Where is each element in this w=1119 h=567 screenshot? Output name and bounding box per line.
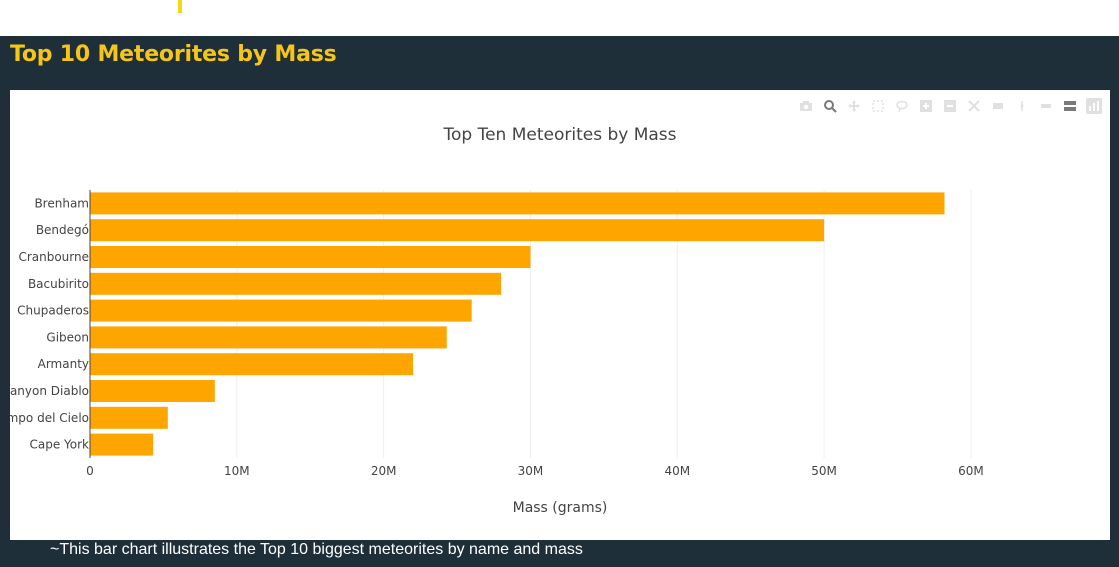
- zoom-out-icon[interactable]: [942, 98, 958, 114]
- x-tick-label: 60M: [958, 464, 984, 478]
- y-category-label: Brenham: [34, 196, 89, 210]
- page-title: Top 10 Meteorites by Mass: [10, 42, 337, 67]
- chart-y-axis-labels: Brenham Bendegó Cranbourne Bacubirito Chupad…: [0, 196, 89, 452]
- box-select-icon[interactable]: [870, 98, 886, 114]
- x-tick-label: 20M: [371, 464, 397, 478]
- chart-title: Top Ten Meteorites by Mass: [442, 125, 676, 145]
- bar[interactable]: [90, 192, 945, 215]
- lasso-select-icon[interactable]: [894, 98, 910, 114]
- y-category-label: Cape York: [29, 438, 89, 452]
- zoom-icon[interactable]: [822, 98, 838, 114]
- plotly-logo-icon[interactable]: [1086, 98, 1102, 114]
- y-category-label: Bendegó: [36, 223, 89, 237]
- top-accent-marker: [178, 0, 182, 13]
- top-strip: [0, 0, 1119, 36]
- bar[interactable]: [90, 299, 472, 322]
- zoom-in-icon[interactable]: [918, 98, 934, 114]
- bar[interactable]: [90, 406, 168, 429]
- y-category-label: Cranbourne: [18, 250, 89, 264]
- x-axis-title: Mass (grams): [513, 500, 608, 516]
- x-tick-label: 10M: [224, 464, 250, 478]
- chart-card: Top Ten Meteorites by Mass Brenham Bendeg…: [0, 90, 1110, 540]
- x-tick-label: 30M: [518, 464, 544, 478]
- y-category-label: Chupaderos: [17, 304, 89, 318]
- x-tick-label: 0: [86, 464, 94, 478]
- y-category-label: Bacubirito: [28, 277, 89, 291]
- chart-bars: [90, 192, 945, 456]
- y-category-label: Armanty: [38, 357, 89, 371]
- chart-x-axis-ticks: 0 10M 20M 30M 40M 50M 60M: [86, 464, 984, 478]
- bar[interactable]: [90, 272, 502, 295]
- hover-closest-icon[interactable]: [1038, 98, 1054, 114]
- x-tick-label: 50M: [811, 464, 837, 478]
- bar[interactable]: [90, 326, 447, 349]
- bar[interactable]: [90, 353, 413, 376]
- chart-modebar: [798, 98, 1102, 114]
- spike-lines-icon[interactable]: [1014, 98, 1030, 114]
- x-tick-label: 40M: [664, 464, 690, 478]
- autoscale-icon[interactable]: [966, 98, 982, 114]
- y-category-label: Canyon Diablo: [10, 384, 89, 398]
- camera-icon[interactable]: [798, 98, 814, 114]
- bar[interactable]: [90, 246, 531, 268]
- y-category-label: Gibeon: [46, 330, 89, 344]
- bar[interactable]: [90, 380, 215, 402]
- reset-axes-icon[interactable]: [990, 98, 1006, 114]
- y-category-label: Campo del Cielo: [10, 411, 89, 425]
- bar[interactable]: [90, 433, 154, 456]
- chart-caption: ~This bar chart illustrates the Top 10 b…: [50, 541, 583, 558]
- bar[interactable]: [90, 219, 825, 242]
- hover-compare-icon[interactable]: [1062, 98, 1078, 114]
- pan-icon[interactable]: [846, 98, 862, 114]
- bar-chart: Top Ten Meteorites by Mass Brenham Bendeg…: [0, 125, 984, 516]
